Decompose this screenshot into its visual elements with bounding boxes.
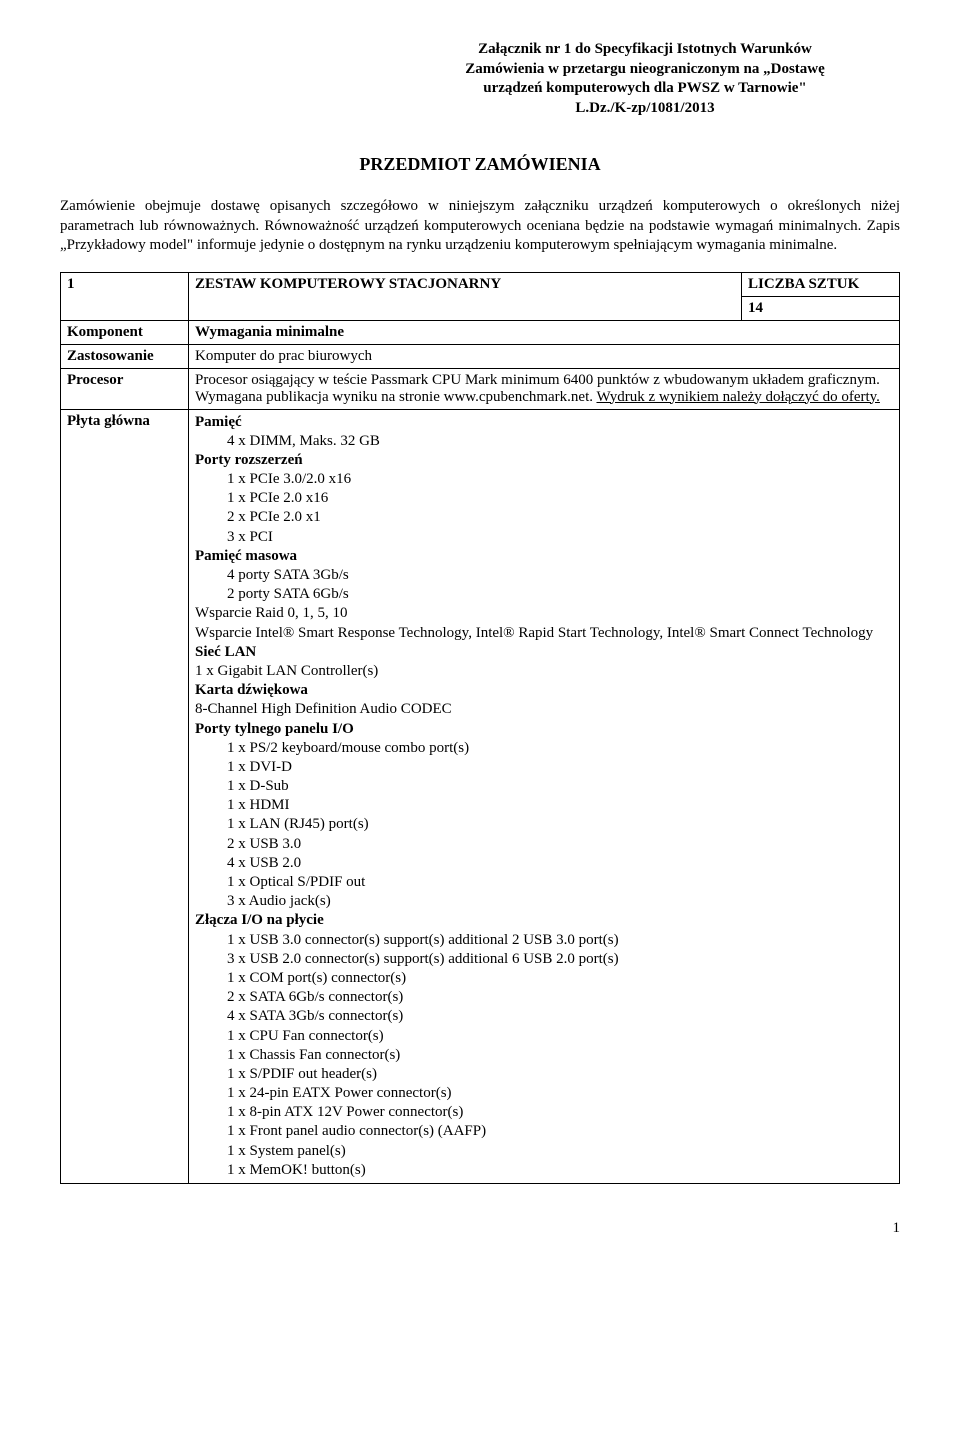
spec-line: 2 x SATA 6Gb/s connector(s) [227,988,893,1007]
spec-line: 4 x SATA 3Gb/s connector(s) [227,1007,893,1026]
spec-line: 3 x Audio jack(s) [227,892,893,911]
spec-line: 1 x DVI-D [227,758,893,777]
audio-hdr: Karta dźwiękowa [195,681,893,700]
spec-line: 1 x COM port(s) connector(s) [227,969,893,988]
spec-line: 2 porty SATA 6Gb/s [227,585,893,604]
spec-line: 1 x 8-pin ATX 12V Power connector(s) [227,1103,893,1122]
rear-hdr: Porty tylnego panelu I/O [195,720,893,739]
spec-line: 4 porty SATA 3Gb/s [227,566,893,585]
table-row: Procesor Procesor osiągający w teście Pa… [61,368,900,409]
table-row: Zastosowanie Komputer do prac biurowych [61,344,900,368]
qty-value: 14 [742,296,900,320]
requirements-header: Wymagania minimalne [189,320,900,344]
spec-line: 1 x PCIe 3.0/2.0 x16 [227,470,893,489]
spec-line: 1 x PCIe 2.0 x16 [227,489,893,508]
spec-line: 1 x D-Sub [227,777,893,796]
table-row: Komponent Wymagania minimalne [61,320,900,344]
spec-line: 1 x MemOK! button(s) [227,1161,893,1180]
spec-line: 1 x Front panel audio connector(s) (AAFP… [227,1122,893,1141]
header-line: L.Dz./K-zp/1081/2013 [390,99,900,119]
spec-line: 3 x PCI [227,528,893,547]
proc-underline: Wydruk z wynikiem należy dołączyć do ofe… [596,389,879,405]
spec-line: 1 x System panel(s) [227,1142,893,1161]
header-line: Załącznik nr 1 do Specyfikacji Istotnych… [390,40,900,60]
onboard-hdr: Złącza I/O na płycie [195,911,893,930]
raid-line: Wsparcie Raid 0, 1, 5, 10 [195,604,893,623]
procesor-label: Procesor [61,368,189,409]
set-number: 1 [61,272,189,320]
spec-line: 1 x PS/2 keyboard/mouse combo port(s) [227,739,893,758]
header-line: urządzeń komputerowych dla PWSZ w Tarnow… [390,79,900,99]
mem-hdr: Pamięć [195,413,893,432]
spec-line: 1 x CPU Fan connector(s) [227,1027,893,1046]
qty-label: LICZBA SZTUK [742,272,900,296]
spec-line: 3 x USB 2.0 connector(s) support(s) addi… [227,950,893,969]
spec-line: 1 x 24-pin EATX Power connector(s) [227,1084,893,1103]
plyta-value: Pamięć 4 x DIMM, Maks. 32 GB Porty rozsz… [189,409,900,1184]
plyta-label: Płyta główna [61,409,189,1184]
intro-paragraph: Zamówienie obejmuje dostawę opisanych sz… [60,197,900,256]
lan-hdr: Sieć LAN [195,643,893,662]
page-number: 1 [60,1220,900,1237]
spec-line: 8-Channel High Definition Audio CODEC [195,700,893,719]
table-row: 1 ZESTAW KOMPUTEROWY STACJONARNY LICZBA … [61,272,900,296]
header-line: Zamówienia w przetargu nieograniczonym n… [390,60,900,80]
spec-line: 1 x HDMI [227,796,893,815]
zastosowanie-label: Zastosowanie [61,344,189,368]
page-title: PRZEDMIOT ZAMÓWIENIA [60,154,900,175]
spec-line: 2 x USB 3.0 [227,835,893,854]
spec-line: 1 x Optical S/PDIF out [227,873,893,892]
spec-line: 1 x Gigabit LAN Controller(s) [195,662,893,681]
spec-line: 1 x USB 3.0 connector(s) support(s) addi… [227,931,893,950]
spec-line: 4 x DIMM, Maks. 32 GB [227,432,893,451]
spec-line: 1 x LAN (RJ45) port(s) [227,815,893,834]
set-name: ZESTAW KOMPUTEROWY STACJONARNY [189,272,742,320]
slots-hdr: Porty rozszerzeń [195,451,893,470]
table-row: Płyta główna Pamięć 4 x DIMM, Maks. 32 G… [61,409,900,1184]
zastosowanie-value: Komputer do prac biurowych [189,344,900,368]
spec-line: 1 x S/PDIF out header(s) [227,1065,893,1084]
storage-hdr: Pamięć masowa [195,547,893,566]
component-header: Komponent [61,320,189,344]
spec-line: 2 x PCIe 2.0 x1 [227,508,893,527]
tech-line: Wsparcie Intel® Smart Response Technolog… [195,624,893,643]
spec-table: 1 ZESTAW KOMPUTEROWY STACJONARNY LICZBA … [60,272,900,1185]
procesor-value: Procesor osiągający w teście Passmark CP… [189,368,900,409]
spec-line: 1 x Chassis Fan connector(s) [227,1046,893,1065]
doc-header: Załącznik nr 1 do Specyfikacji Istotnych… [390,40,900,118]
spec-line: 4 x USB 2.0 [227,854,893,873]
